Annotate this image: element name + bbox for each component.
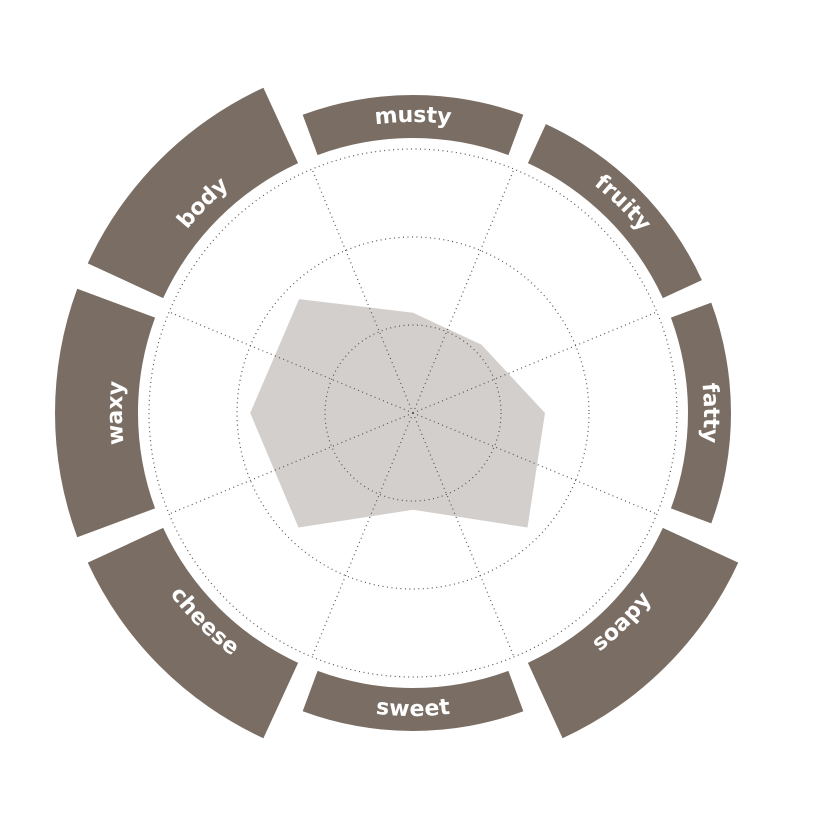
category-label: fatty (697, 382, 723, 444)
category-segment (302, 94, 524, 156)
category-segment (87, 87, 299, 299)
category-label-text: waxy (103, 380, 130, 446)
category-label-text: sweet (375, 695, 452, 722)
category-segment (527, 124, 702, 299)
category-label: waxy (103, 380, 130, 446)
category-segment (302, 670, 524, 731)
category-segment (670, 302, 731, 524)
category-segment (87, 527, 299, 739)
grid-ring (148, 148, 678, 678)
category-segment (55, 288, 156, 538)
category-label: sweet (375, 695, 452, 722)
category-label-text: fatty (697, 382, 723, 444)
grid-ring (236, 236, 590, 590)
grid-ring (324, 324, 502, 502)
radar-area (250, 299, 545, 528)
category-segment (527, 527, 739, 739)
